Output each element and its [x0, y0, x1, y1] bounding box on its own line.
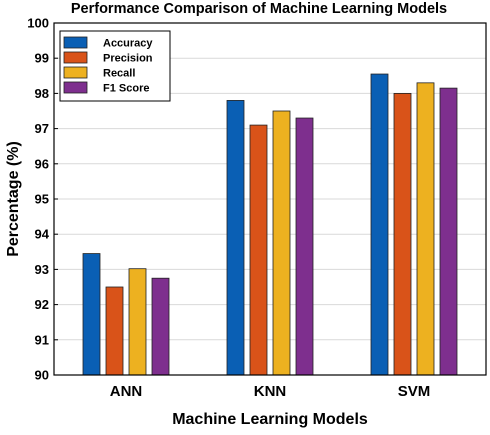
bar-knn-f1-score	[295, 117, 314, 376]
y-tick-label: 90	[35, 368, 49, 383]
x-tick-label: ANN	[110, 383, 143, 400]
bar-svm-precision	[393, 93, 412, 376]
y-tick-label: 95	[35, 192, 49, 207]
bar-ann-recall	[128, 268, 147, 376]
bar-knn-precision	[249, 124, 268, 376]
legend-swatch	[63, 66, 88, 79]
x-axis-label: Machine Learning Models	[172, 411, 368, 428]
legend-entry-label: Precision	[103, 53, 153, 65]
legend: Accuracy Precision Recall F1 Score	[59, 30, 171, 102]
legend-swatch	[63, 51, 88, 64]
y-tick-label: 98	[35, 86, 49, 101]
x-tick-label: SVM	[398, 383, 431, 400]
x-ticks: ANN KNN SVM	[110, 383, 431, 400]
bar-knn-recall	[272, 110, 291, 376]
y-tick-label: 92	[35, 297, 49, 312]
legend-entry-label: Accuracy	[103, 38, 153, 50]
legend-swatch	[63, 81, 88, 94]
chart-title: Performance Comparison of Machine Learni…	[71, 1, 447, 17]
legend-swatch	[63, 36, 88, 49]
bar-ann-precision	[105, 286, 124, 376]
y-tick-label: 99	[35, 51, 49, 66]
bar-svm-accuracy	[370, 73, 389, 376]
y-ticks: 90 91 92 93 94 95 96 97 98 99 100	[27, 16, 58, 383]
grid	[54, 57, 486, 341]
bar-ann-f1-score	[151, 277, 170, 376]
legend-entry-label: Recall	[103, 68, 135, 80]
bars	[82, 73, 458, 376]
bar-svm-recall	[416, 82, 435, 376]
bar-svm-f1-score	[439, 87, 458, 376]
x-tick-label: KNN	[254, 383, 287, 400]
y-tick-label: 91	[35, 332, 49, 347]
y-tick-label: 100	[27, 16, 49, 31]
y-tick-label: 96	[35, 156, 49, 171]
y-axis-label: Percentage (%)	[5, 141, 22, 257]
y-tick-label: 93	[35, 262, 49, 277]
bar-ann-accuracy	[82, 253, 101, 376]
y-tick-label: 97	[35, 121, 49, 136]
bar-knn-accuracy	[226, 100, 245, 376]
y-tick-label: 94	[35, 227, 50, 242]
legend-entry-label: F1 Score	[103, 83, 149, 95]
